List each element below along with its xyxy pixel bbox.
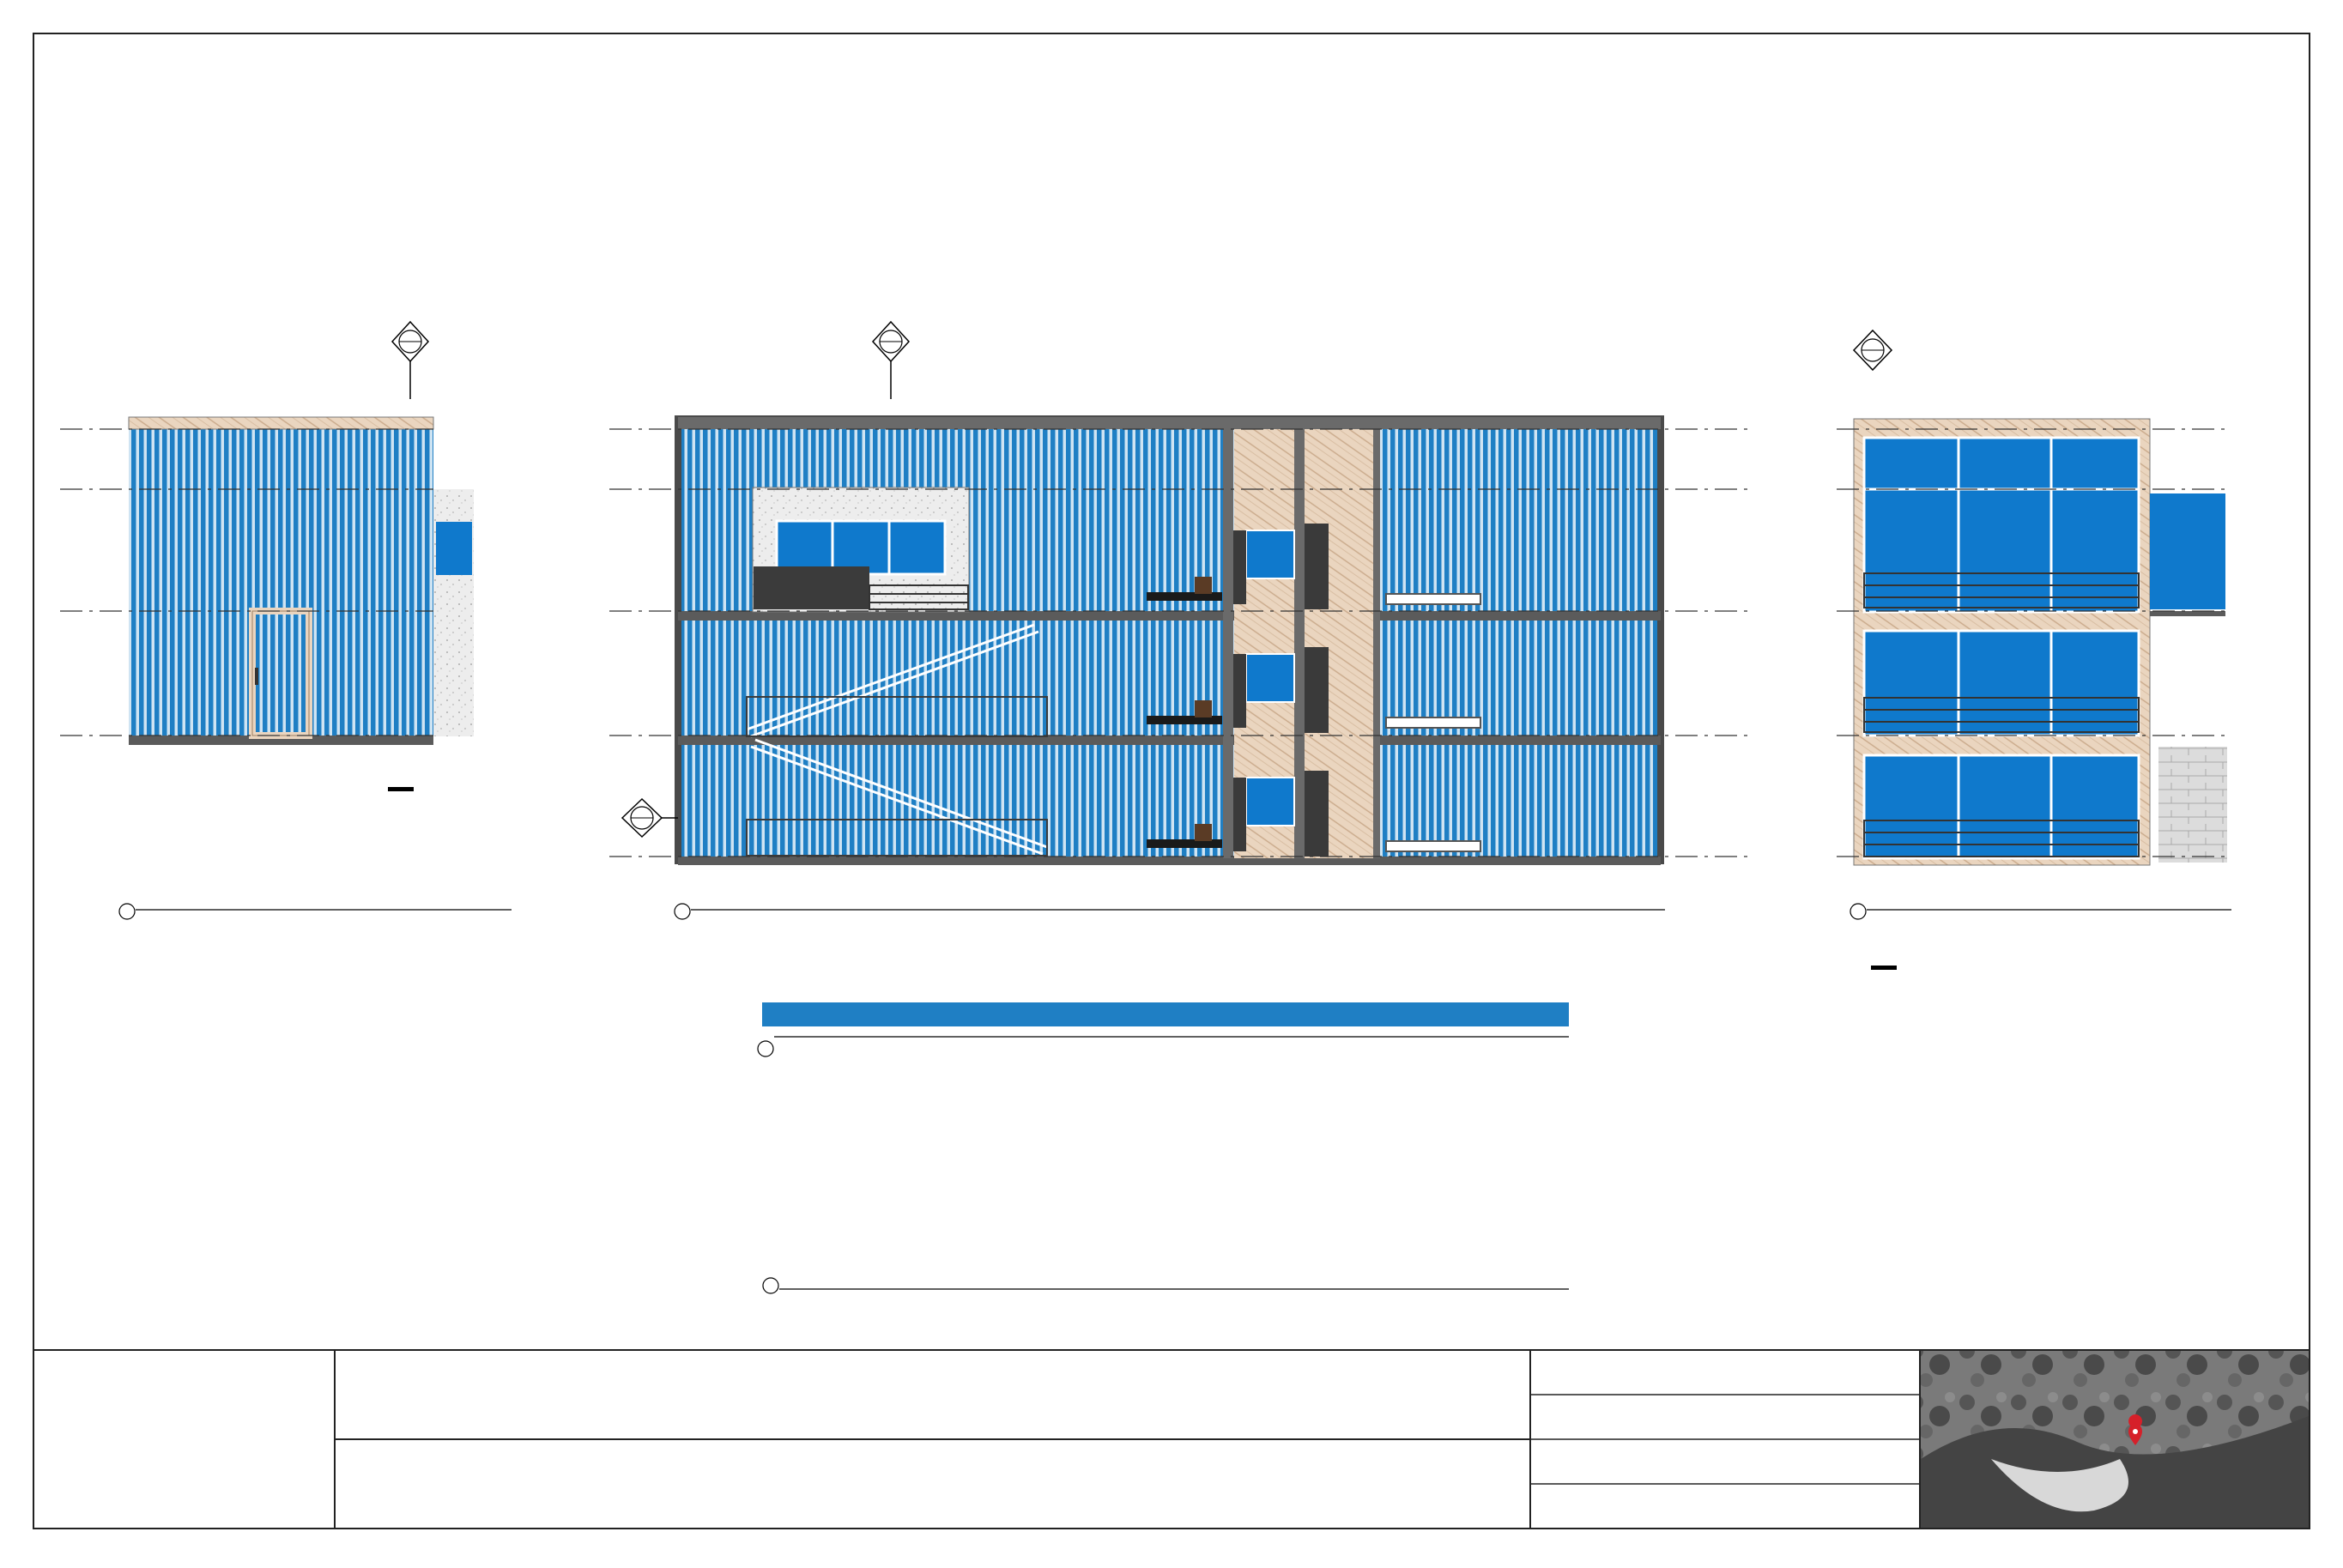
level-lines bbox=[60, 428, 2231, 857]
elevation-marker-south bbox=[1852, 329, 1893, 372]
view-title-north bbox=[118, 903, 512, 920]
location-pin-icon bbox=[2128, 1414, 2143, 1445]
view-title-detail-side bbox=[762, 1277, 1569, 1294]
title-block bbox=[33, 1349, 2310, 1529]
section-marker-left bbox=[621, 797, 678, 838]
sheet-border bbox=[33, 33, 2310, 1529]
privacy-section bbox=[675, 415, 1664, 865]
view-title-section bbox=[674, 903, 1665, 920]
view-title-south bbox=[1850, 903, 2231, 920]
north-elevation bbox=[128, 416, 474, 791]
elevation-marker-north bbox=[390, 320, 430, 399]
view-title-detail-top bbox=[757, 1036, 1569, 1057]
section-marker-top bbox=[871, 320, 911, 399]
south-elevation bbox=[1853, 418, 2227, 970]
slat-detail-top bbox=[762, 1002, 1569, 1026]
